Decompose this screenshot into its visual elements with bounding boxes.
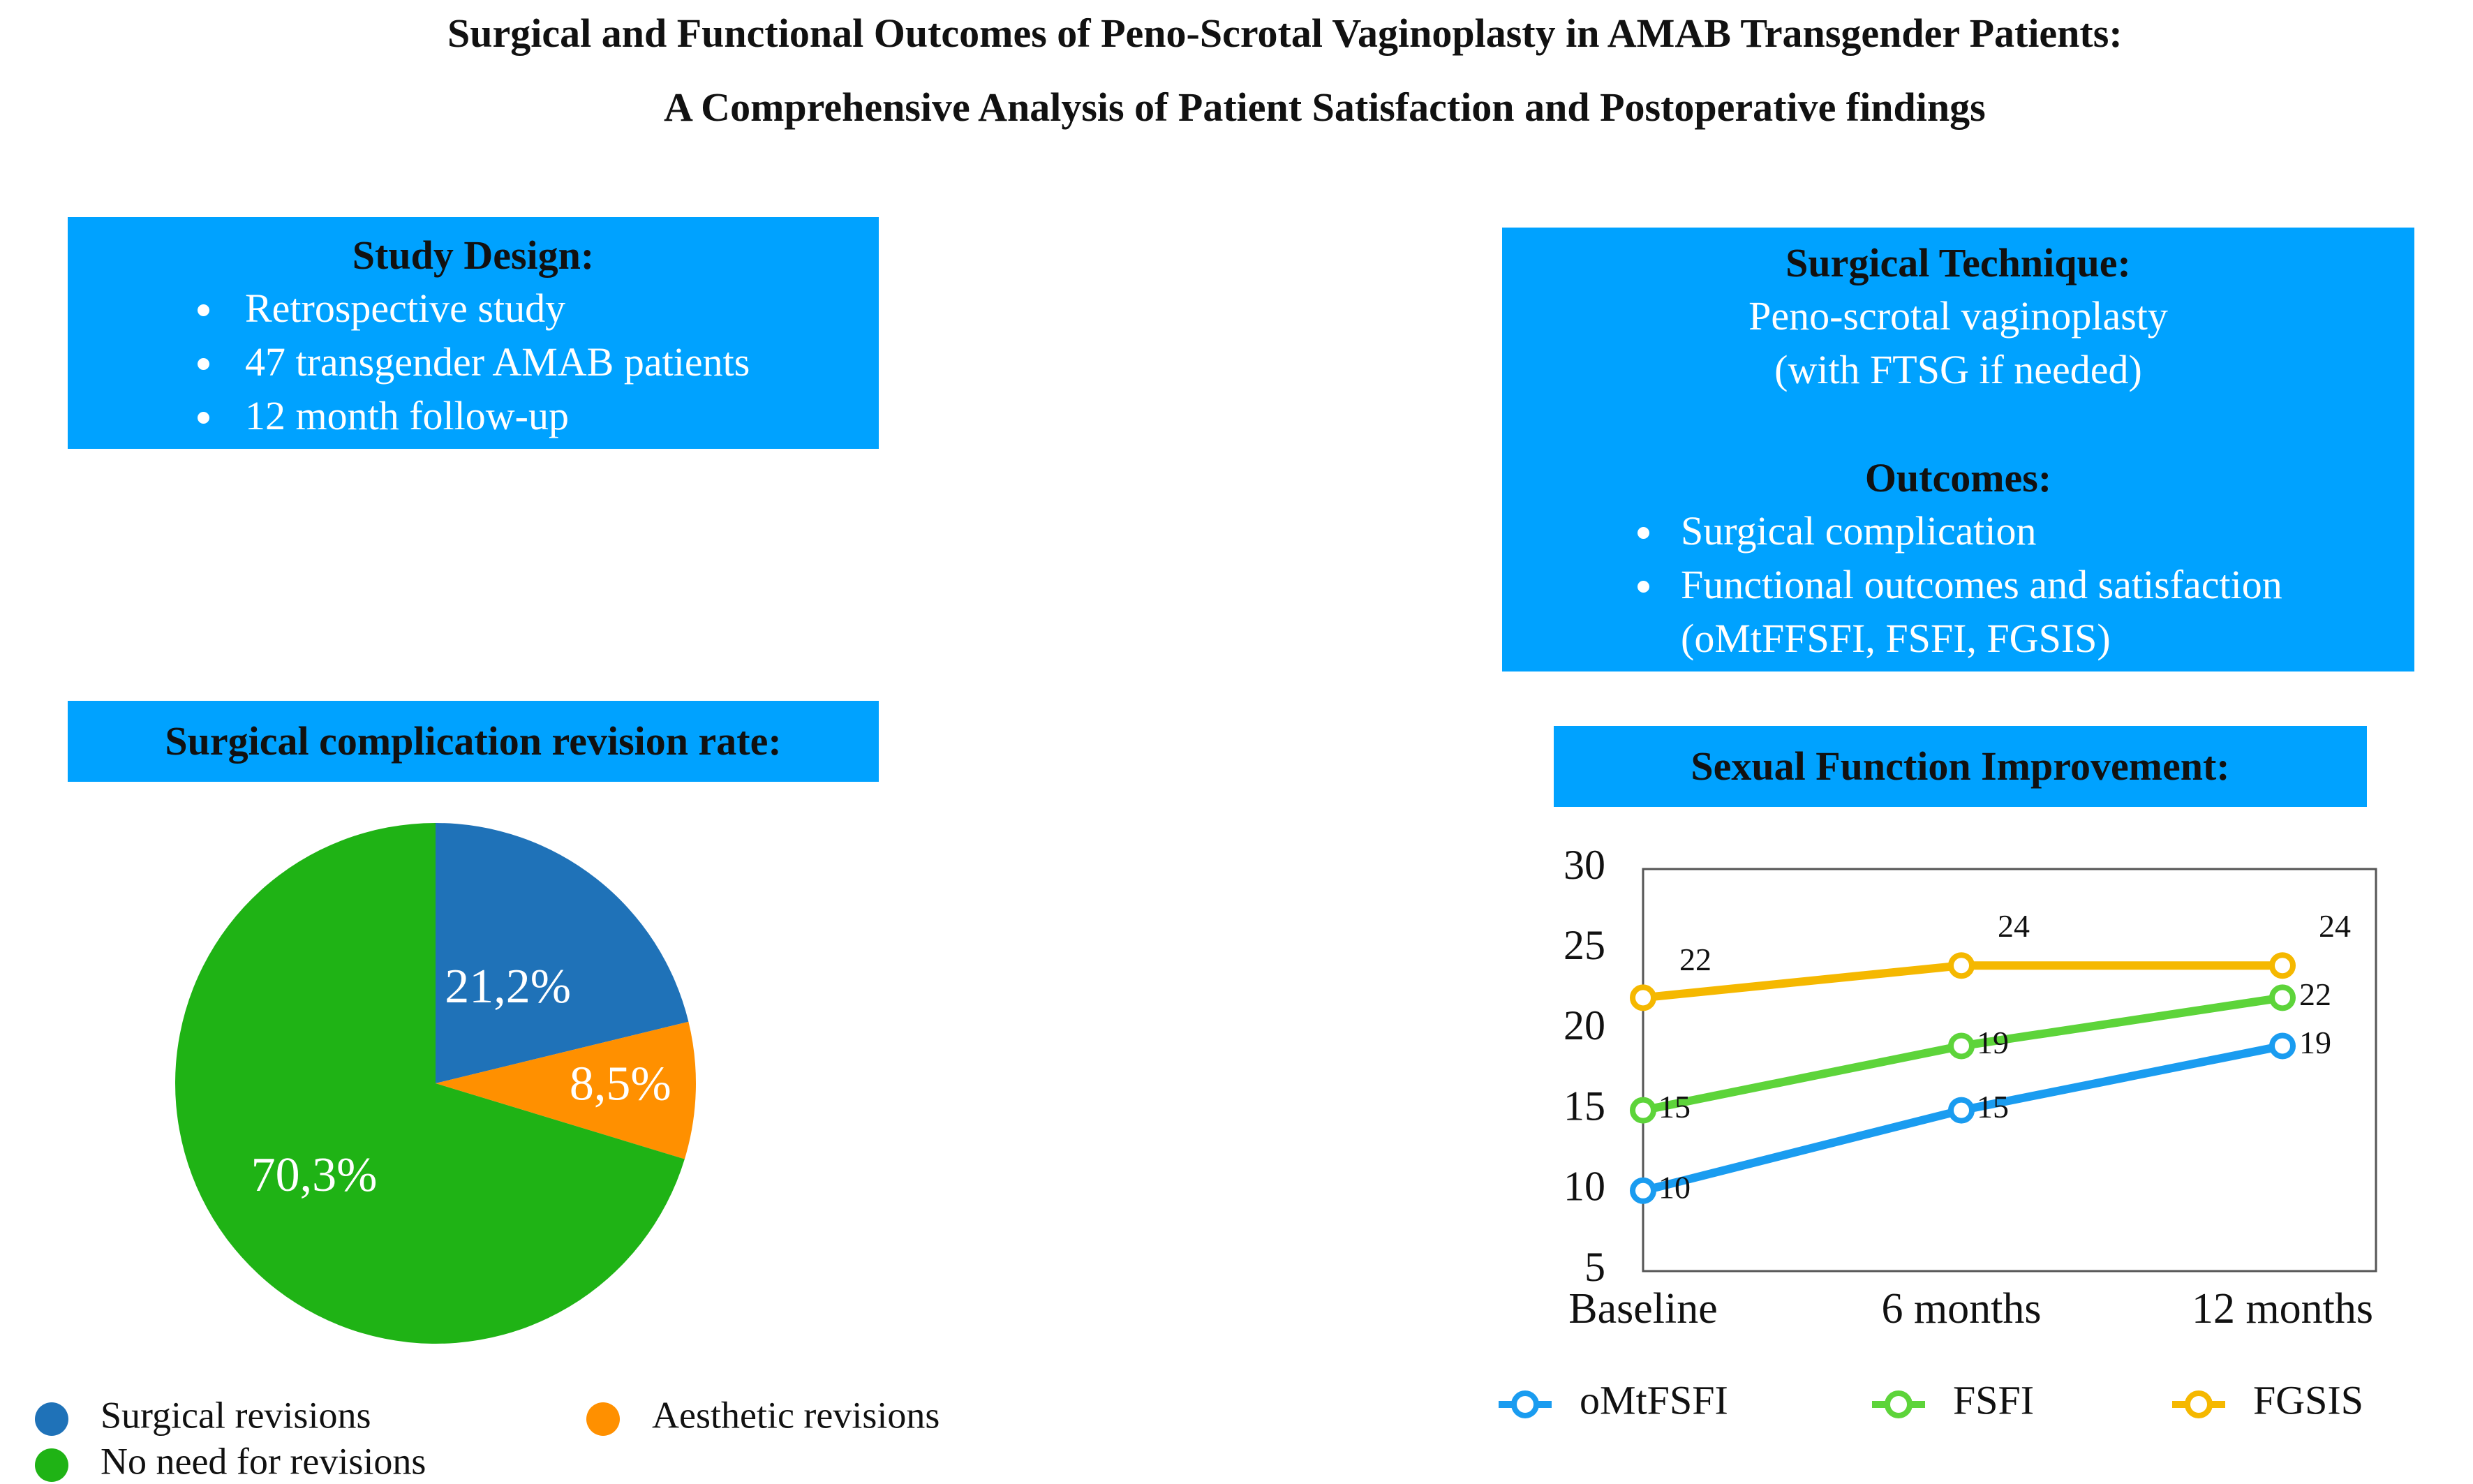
surgical-technique-heading: Surgical Technique:	[1785, 240, 2131, 285]
study-design-item: Retrospective study	[68, 281, 879, 335]
data-point	[1630, 1177, 1656, 1204]
study-design-item: 12 month follow-up	[68, 389, 879, 443]
data-point	[2269, 952, 2296, 979]
data-point	[1948, 952, 1975, 979]
data-label: 24	[2319, 908, 2351, 944]
outcome-item: Surgical complication	[1502, 504, 2414, 558]
legend-marker	[586, 1402, 620, 1436]
outcomes-heading: Outcomes:	[1864, 455, 2052, 500]
surgical-technique-box: Surgical Technique: Peno-scrotal vaginop…	[1502, 228, 2414, 671]
legend-marker	[1511, 1390, 1539, 1418]
data-label: 10	[1658, 1169, 1691, 1205]
plot-frame	[1642, 868, 2377, 1272]
y-tick-label: 25	[1564, 922, 1605, 968]
x-tick-label: 6 months	[1881, 1285, 2041, 1333]
y-tick-label: 5	[1584, 1244, 1605, 1290]
legend-label: Aesthetic revisions	[652, 1394, 940, 1436]
pie-slice-label: 8,5%	[570, 1058, 671, 1111]
data-label: 19	[2299, 1025, 2331, 1060]
pie-chart-title: Surgical complication revision rate:	[165, 718, 782, 764]
data-point	[1630, 1097, 1656, 1124]
data-label: 24	[1998, 908, 2030, 944]
line-chart-heading-box: Sexual Function Improvement:	[1554, 726, 2367, 807]
x-tick-label: 12 months	[2192, 1285, 2373, 1333]
title-line-1: Surgical and Functional Outcomes of Peno…	[447, 10, 2123, 56]
pie-slice	[436, 1021, 697, 1159]
data-label: 22	[2299, 977, 2331, 1012]
data-point	[1948, 1097, 1975, 1124]
data-point	[2269, 1032, 2296, 1060]
outcome-item: Functional outcomes and satisfaction	[1502, 558, 2414, 611]
technique-line-2: (with FTSG if needed)	[1774, 347, 2142, 392]
pie-slice-label: 70,3%	[251, 1148, 378, 1202]
legend-marker	[35, 1448, 68, 1482]
y-tick-label: 10	[1564, 1164, 1605, 1210]
data-point	[1948, 1032, 1975, 1060]
y-tick-label: 20	[1564, 1002, 1605, 1048]
legend-label: No need for revisions	[101, 1440, 426, 1482]
legend-label: FGSIS	[2253, 1377, 2363, 1423]
data-label: 15	[1977, 1089, 2009, 1125]
outcomes-list: Surgical complication Functional outcome…	[1502, 504, 2414, 611]
legend-label: FSFI	[1953, 1377, 2034, 1423]
legend-marker	[2185, 1390, 2213, 1418]
legend-label: oMtFSFI	[1580, 1377, 1728, 1423]
line-chart-title: Sexual Function Improvement:	[1691, 743, 2230, 789]
study-design-item: 47 transgender AMAB patients	[68, 335, 879, 389]
title-line-2: A Comprehensive Analysis of Patient Sati…	[664, 84, 1986, 130]
data-label: 22	[1679, 942, 1711, 977]
legend-label: Surgical revisions	[101, 1394, 371, 1436]
pie-chart-heading-box: Surgical complication revision rate:	[68, 701, 879, 782]
data-point	[1630, 984, 1656, 1011]
data-point	[2269, 984, 2296, 1011]
pie-slice	[175, 823, 685, 1344]
y-tick-label: 15	[1564, 1083, 1605, 1129]
legend-marker	[35, 1402, 68, 1436]
study-design-list: Retrospective study 47 transgender AMAB …	[68, 281, 879, 443]
x-tick-label: Baseline	[1568, 1285, 1718, 1333]
pie-slice-label: 21,2%	[445, 960, 571, 1014]
outcomes-continuation: (oMtFFSFI, FSFI, FGSIS)	[1681, 616, 2111, 661]
pie-slice	[436, 823, 689, 1083]
y-tick-label: 30	[1564, 842, 1605, 888]
study-design-box: Study Design: Retrospective study 47 tra…	[68, 217, 879, 449]
data-label: 19	[1977, 1025, 2009, 1060]
technique-line-1: Peno-scrotal vaginoplasty	[1748, 293, 2168, 339]
study-design-heading: Study Design:	[352, 232, 595, 278]
legend-marker	[1885, 1390, 1913, 1418]
data-label: 15	[1658, 1089, 1691, 1125]
